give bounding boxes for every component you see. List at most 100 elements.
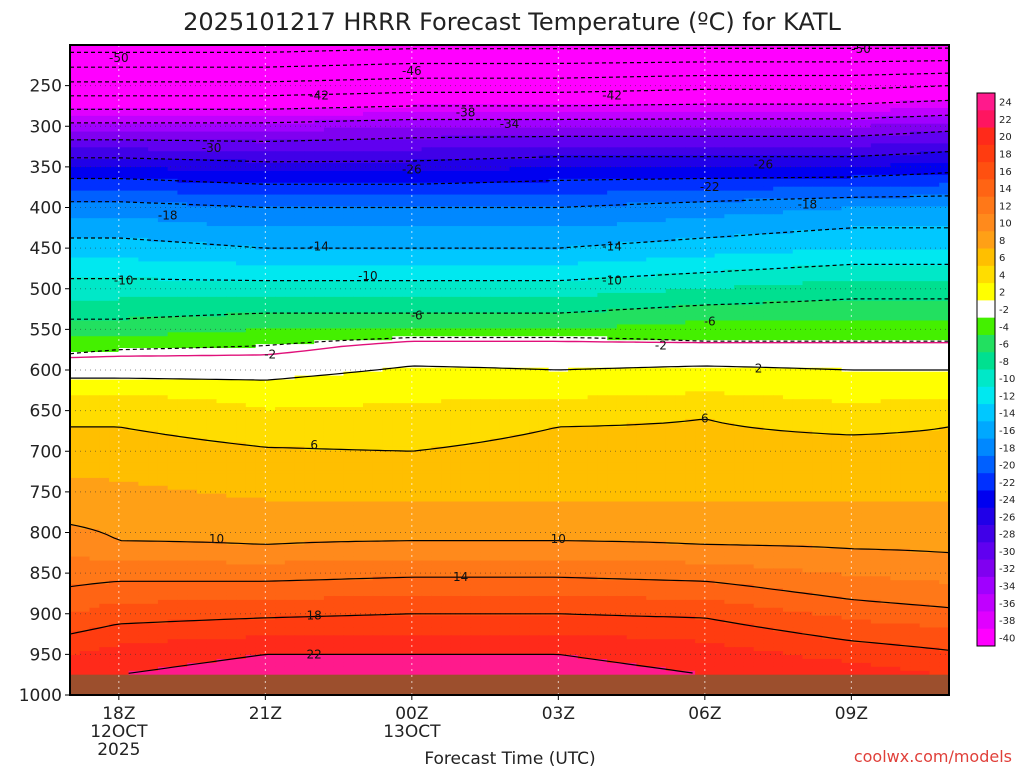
chart-title: 2025101217 HRRR Forecast Temperature (ºC… — [183, 8, 841, 36]
contour-label: -26 — [754, 157, 774, 171]
colorbar-swatch — [977, 283, 995, 301]
colorbar-label: -8 — [999, 357, 1009, 368]
colorbar-swatch — [977, 317, 995, 336]
ground-layer — [70, 674, 949, 695]
y-tick-label: 1000 — [19, 686, 62, 706]
freezing-line — [70, 340, 949, 359]
contour-label: -50 — [109, 51, 129, 65]
colorbar-swatch — [977, 490, 995, 509]
grid-lines — [70, 45, 949, 696]
y-tick-label: 700 — [30, 442, 62, 462]
colorbar-label: -40 — [999, 633, 1015, 644]
contour-label: -2 — [264, 348, 276, 362]
colorbar-swatch — [977, 231, 995, 249]
x-tick-date: 13OCT — [383, 722, 441, 742]
y-tick-label: 650 — [30, 402, 62, 422]
colorbar-label: 24 — [999, 98, 1012, 109]
y-tick-label: 400 — [30, 199, 62, 219]
colorbar-label: -34 — [999, 582, 1015, 593]
y-tick-label: 450 — [30, 239, 62, 259]
contour-label: 10 — [551, 532, 566, 546]
contour-label: -6 — [411, 309, 423, 323]
isotherm-line — [70, 523, 949, 554]
contour-label: 10 — [209, 532, 224, 546]
colorbar-swatch — [977, 404, 995, 422]
colorbar-label: -26 — [999, 512, 1015, 523]
contour-label: -38 — [456, 105, 476, 119]
colorbar-label: -4 — [999, 322, 1009, 333]
contour-label: 2 — [755, 361, 763, 375]
contour-label: -10 — [358, 269, 378, 283]
colorbar-swatch — [977, 576, 995, 595]
colorbar-label: -24 — [999, 495, 1015, 506]
y-tick-label: 850 — [30, 564, 62, 584]
contour-label: 22 — [307, 647, 322, 661]
y-tick-label: 900 — [30, 605, 62, 625]
colorbar-label: 12 — [999, 201, 1012, 212]
x-tick-label: 18Z — [102, 704, 135, 724]
colorbar-swatch — [977, 334, 995, 353]
colorbar-label: 14 — [999, 184, 1012, 195]
colorbar-swatch — [977, 369, 995, 388]
contour-label: -46 — [402, 64, 422, 78]
contour-label: -18 — [798, 197, 818, 211]
contour-label: -14 — [309, 240, 329, 254]
x-axis-label: Forecast Time (UTC) — [424, 749, 595, 768]
colorbar-label: 8 — [999, 236, 1005, 247]
colorbar-label: 18 — [999, 150, 1012, 161]
colorbar-swatch — [977, 386, 995, 405]
contour-label: -18 — [158, 209, 178, 223]
colorbar-label: -38 — [999, 616, 1015, 627]
colorbar-label: -28 — [999, 530, 1015, 541]
colorbar-label: -32 — [999, 564, 1015, 575]
y-tick-label: 350 — [30, 158, 62, 178]
pressure-axis: 250 300 350 400 450 500 550 600 650 700 750 800 850 9… — [19, 77, 70, 706]
colorbar-swatch — [977, 611, 995, 630]
y-tick-label: 950 — [30, 645, 62, 665]
contour-label: 6 — [310, 438, 318, 452]
y-tick-label: 800 — [30, 524, 62, 544]
x-tick-label: 09Z — [835, 704, 868, 724]
colorbar-swatch — [977, 352, 995, 370]
contour-label: 6 — [701, 412, 709, 426]
colorbar-label: -20 — [999, 461, 1015, 472]
colorbar-swatch — [977, 265, 995, 284]
colorbar-label: -30 — [999, 547, 1015, 558]
colorbar: 24 22 20 18 16 14 12 10 8 6 4 2 -2 -4 -6 -8 -10 -12 -14 -16… — [976, 92, 1015, 647]
x-tick-label: 21Z — [249, 704, 282, 724]
y-tick-label: 500 — [30, 280, 62, 300]
y-tick-label: 750 — [30, 483, 62, 503]
x-tick-year: 2025 — [97, 740, 140, 760]
colorbar-swatch — [977, 473, 995, 491]
colorbar-label: -22 — [999, 478, 1015, 489]
colorbar-swatch — [977, 628, 995, 647]
contour-label: -42 — [309, 88, 329, 102]
colorbar-swatch — [977, 179, 995, 198]
contour-label: -6 — [704, 314, 716, 328]
colorbar-swatch — [977, 248, 995, 267]
isotherm-line — [70, 365, 949, 381]
colorbar-swatch — [977, 594, 995, 612]
contour-label: -10 — [602, 274, 622, 288]
isotherm-labels: -50-50-46-42 -42-38-34-30-26 -26-22-18-18-… — [109, 42, 871, 661]
colorbar-label: -12 — [999, 391, 1015, 402]
colorbar-swatch — [977, 421, 995, 440]
colorbar-label: -18 — [999, 443, 1015, 454]
colorbar-swatch — [977, 455, 995, 474]
y-tick-label: 550 — [30, 320, 62, 340]
contour-label: -34 — [500, 117, 520, 131]
contour-label: 14 — [453, 570, 468, 584]
credit-text: coolwx.com/models — [854, 747, 1012, 766]
isotherm-line — [70, 418, 949, 452]
x-tick-label: 03Z — [542, 704, 575, 724]
y-tick-label: 250 — [30, 77, 62, 97]
colorbar-swatch — [977, 507, 995, 526]
colorbar-swatch — [977, 213, 995, 232]
colorbar-swatch — [977, 542, 995, 560]
isotherm-contours — [70, 47, 949, 674]
colorbar-label: 2 — [999, 288, 1005, 299]
colorbar-label: -16 — [999, 426, 1015, 437]
colorbar-label: 4 — [999, 271, 1005, 282]
x-tick-label: 06Z — [688, 704, 721, 724]
